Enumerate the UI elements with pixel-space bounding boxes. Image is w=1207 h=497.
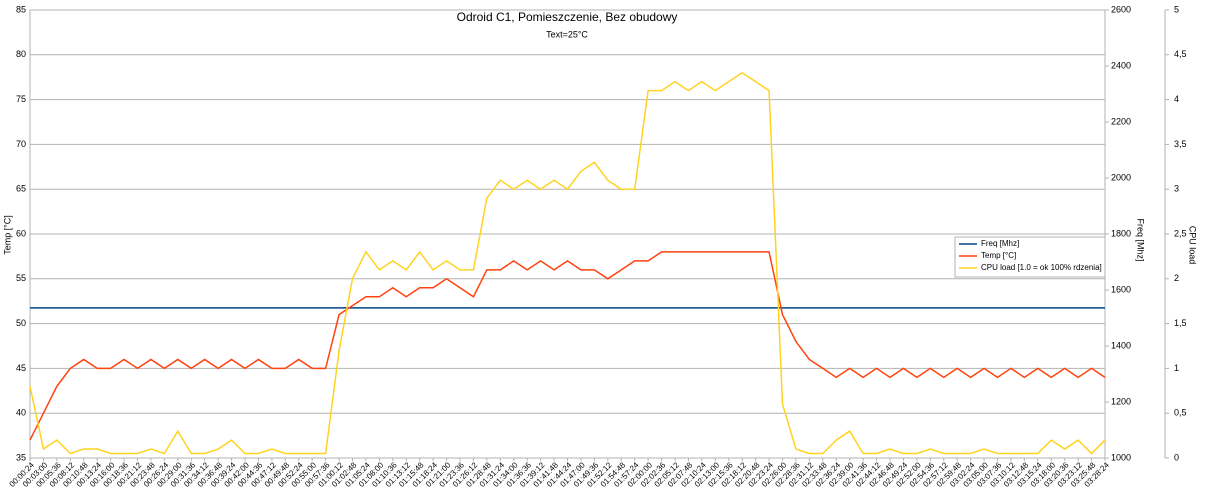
y3-tick-label: 1,5: [1174, 318, 1187, 328]
y-tick-label: 50: [16, 318, 26, 328]
y3-tick-label: 1: [1174, 363, 1179, 373]
y-tick-label: 55: [16, 273, 26, 283]
y-axis-label: Temp [°C]: [2, 215, 12, 255]
y2-axis-label: Freq [Mhz]: [1136, 218, 1146, 261]
y2-tick-label: 1200: [1111, 396, 1131, 406]
y3-tick-label: 2,5: [1174, 228, 1187, 238]
y2-tick-label: 2200: [1111, 116, 1131, 126]
y2-tick-label: 1000: [1111, 452, 1131, 462]
y-tick-label: 40: [16, 408, 26, 418]
y-tick-label: 70: [16, 139, 26, 149]
y3-tick-label: 0: [1174, 452, 1179, 462]
chart-title: Odroid C1, Pomieszczenie, Bez obudowy: [457, 10, 678, 24]
y2-tick-label: 2600: [1111, 4, 1131, 14]
legend-label: CPU load [1.0 = ok 100% rdzenia]: [981, 263, 1102, 272]
legend-label: Temp [°C]: [981, 251, 1016, 260]
y3-tick-label: 0,5: [1174, 408, 1187, 418]
y3-axis-label: CPU load: [1188, 226, 1198, 265]
y-tick-label: 35: [16, 452, 26, 462]
chart-subtitle: Text=25°C: [546, 29, 588, 39]
legend-box: [954, 236, 1106, 278]
y3-tick-label: 3,5: [1174, 139, 1187, 149]
y-tick-label: 85: [16, 4, 26, 14]
legend-label: Freq [Mhz]: [981, 239, 1019, 248]
y2-tick-label: 2000: [1111, 172, 1131, 182]
y3-tick-label: 4,5: [1174, 49, 1187, 59]
y-tick-label: 75: [16, 94, 26, 104]
y-tick-label: 45: [16, 363, 26, 373]
y3-tick-label: 5: [1174, 4, 1179, 14]
y-tick-label: 60: [16, 228, 26, 238]
y3-tick-label: 4: [1174, 94, 1179, 104]
series-line: [29, 251, 1106, 441]
y2-tick-label: 2400: [1111, 60, 1131, 70]
y2-tick-label: 1600: [1111, 284, 1131, 294]
y2-tick-label: 1400: [1111, 340, 1131, 350]
y3-tick-label: 2: [1174, 273, 1179, 283]
series-line: [29, 71, 1106, 455]
y2-tick-label: 1800: [1111, 228, 1131, 238]
y-tick-label: 80: [16, 49, 26, 59]
y3-tick-label: 3: [1174, 184, 1179, 194]
y-tick-label: 65: [16, 184, 26, 194]
